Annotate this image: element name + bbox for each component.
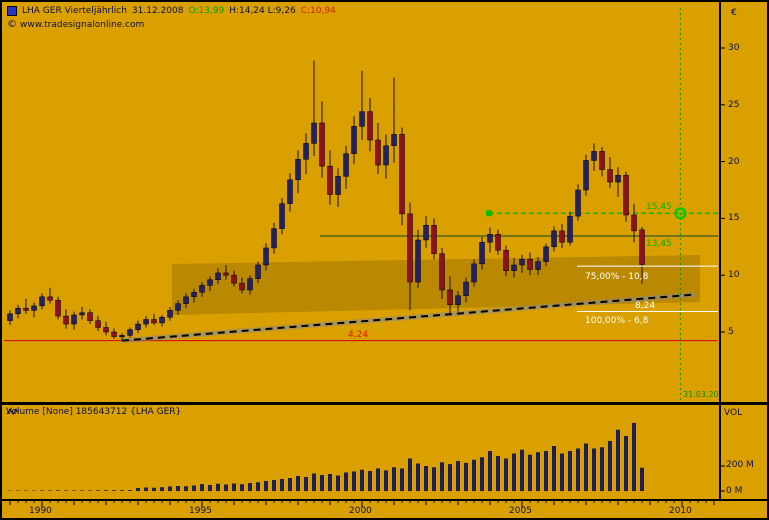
fib-100-label: 100,00% - 6,8	[585, 316, 649, 326]
copyright-icon: ©	[7, 19, 17, 30]
header-date: 31.12.2008	[131, 6, 184, 16]
volume-axis-label: VOL	[724, 408, 743, 418]
target-date-label: 31.03.20	[683, 390, 719, 399]
volume-pane-header: Volume [None] 185643712 {LHA GER}	[6, 407, 181, 417]
volume-title: Volume [None] 185643712 {LHA GER}	[6, 407, 182, 417]
instrument-icon	[7, 6, 17, 16]
price-tick-30: 30	[728, 43, 740, 53]
year-tick-1995: 1995	[189, 506, 212, 516]
trendline-value-label: 8,24	[635, 301, 656, 311]
price-tick-5: 5	[728, 327, 734, 337]
volume-tick-200m: 200 M	[726, 460, 754, 470]
year-tick-2000: 2000	[349, 506, 372, 516]
year-tick-2010: 2010	[669, 506, 692, 516]
chart-header: LHA GER Vierteljährlich 31.12.2008 O:13,…	[7, 6, 336, 16]
high-low-value: H:14,24 L:9,26	[229, 6, 296, 16]
price-tick-20: 20	[728, 157, 740, 167]
volume-curve-icon	[6, 408, 19, 415]
price-tick-10: 10	[728, 270, 740, 280]
instrument-label: LHA GER Vierteljährlich	[22, 6, 127, 16]
close-value: C:10,94	[300, 6, 336, 16]
volume-tick-0m: 0 M	[726, 486, 743, 496]
support-value-label: 4,24	[348, 330, 369, 340]
resistance-lower-label: 13,45	[646, 239, 672, 249]
year-tick-1990: 1990	[29, 506, 52, 516]
fib-75-label: 75,00% - 10,8	[585, 272, 649, 282]
copyright-row: © www.tradesignalonline.com	[7, 19, 144, 30]
open-value: O:13,99	[188, 6, 225, 16]
year-tick-2005: 2005	[509, 506, 532, 516]
resistance-upper-label: 15,45	[646, 202, 672, 212]
currency-label: €	[731, 8, 737, 18]
price-tick-25: 25	[728, 100, 740, 110]
copyright-url[interactable]: www.tradesignalonline.com	[20, 19, 145, 30]
price-tick-15: 15	[728, 213, 740, 223]
